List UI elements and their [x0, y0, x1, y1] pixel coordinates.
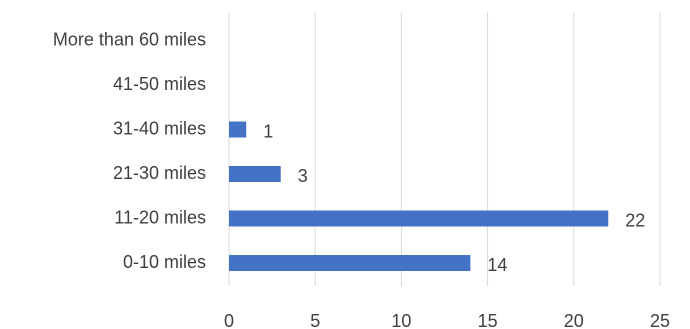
value-axis-tick-labels: 0 5 10 15 20 25	[224, 311, 670, 329]
data-labels: 14 22 3 1	[263, 121, 645, 275]
gridlines	[228, 12, 661, 286]
category-label: More than 60 miles	[53, 29, 206, 49]
x-tick-label: 10	[391, 311, 411, 329]
bar	[229, 210, 609, 227]
bar	[229, 166, 281, 182]
category-label: 31-40 miles	[113, 118, 206, 138]
x-tick-label: 25	[650, 311, 670, 329]
category-label: 41-50 miles	[113, 74, 206, 94]
category-label: 11-20 miles	[114, 207, 206, 227]
category-axis-labels: 0-10 miles 11-20 miles 21-30 miles 31-40 mi…	[53, 29, 206, 272]
category-label: 21-30 miles	[113, 163, 206, 183]
bar	[229, 255, 471, 271]
x-tick-label: 15	[478, 311, 498, 329]
data-label: 22	[625, 210, 645, 230]
data-label: 1	[263, 121, 273, 141]
x-tick-label: 20	[564, 311, 584, 329]
x-tick-label: 5	[310, 311, 320, 329]
data-label: 14	[487, 255, 507, 275]
x-tick-label: 0	[224, 311, 234, 329]
bar	[229, 121, 247, 138]
category-label: 0-10 miles	[123, 252, 206, 272]
data-label: 3	[298, 166, 308, 186]
bars	[229, 121, 609, 271]
